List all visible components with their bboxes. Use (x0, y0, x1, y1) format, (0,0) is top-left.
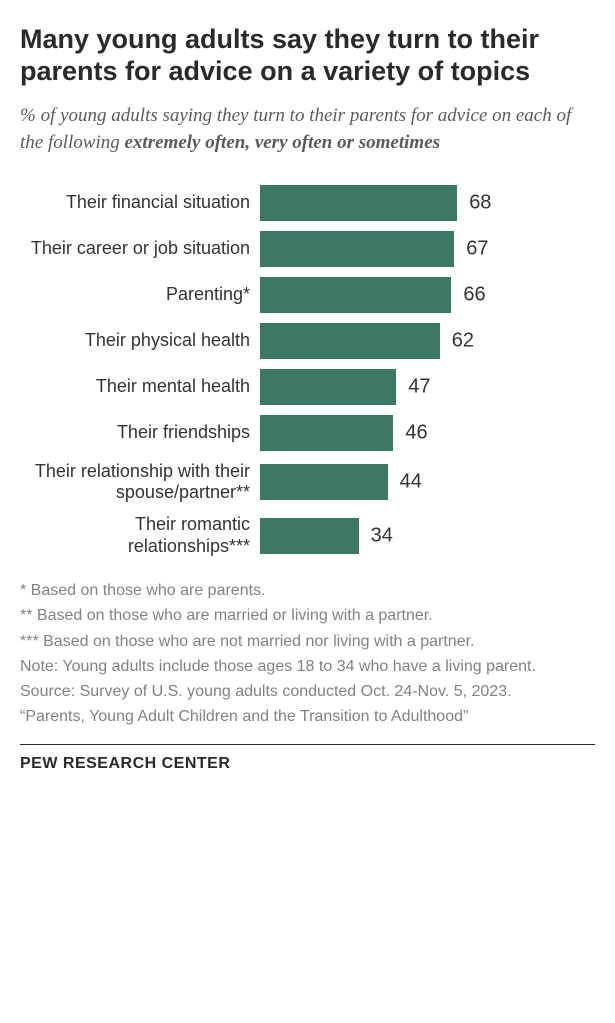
bar-track: 34 (260, 518, 550, 554)
bar-label: Their friendships (20, 422, 260, 444)
bar-fill (260, 185, 457, 221)
footnote-line: “Parents, Young Adult Children and the T… (20, 705, 595, 728)
chart-card: Many young adults say they turn to their… (0, 0, 615, 803)
bar-track: 66 (260, 277, 550, 313)
bar-track: 67 (260, 231, 550, 267)
bar-label: Their physical health (20, 330, 260, 352)
chart-row: Their career or job situation 67 (20, 231, 595, 267)
divider (20, 744, 595, 745)
chart-row: Their romantic relationships*** 34 (20, 514, 595, 557)
bar-fill (260, 415, 393, 451)
bar-value: 68 (469, 191, 491, 214)
chart-row: Their mental health 47 (20, 369, 595, 405)
bar-track: 44 (260, 464, 550, 500)
footnote-line: Source: Survey of U.S. young adults cond… (20, 680, 595, 703)
chart-row: Their physical health 62 (20, 323, 595, 359)
bar-chart: Their financial situation 68 Their career … (20, 185, 595, 557)
bar-fill (260, 518, 359, 554)
bar-value: 47 (408, 375, 430, 398)
footnote-line: Note: Young adults include those ages 18… (20, 655, 595, 678)
bar-label: Their relationship with their spouse/par… (20, 461, 260, 504)
footnotes: * Based on those who are parents.** Base… (20, 579, 595, 728)
bar-label: Parenting* (20, 284, 260, 306)
bar-fill (260, 231, 454, 267)
chart-row: Their relationship with their spouse/par… (20, 461, 595, 504)
bar-value: 66 (463, 283, 485, 306)
bar-label: Their romantic relationships*** (20, 514, 260, 557)
chart-row: Parenting* 66 (20, 277, 595, 313)
chart-row: Their financial situation 68 (20, 185, 595, 221)
bar-value: 62 (452, 329, 474, 352)
chart-row: Their friendships 46 (20, 415, 595, 451)
bar-fill (260, 323, 440, 359)
bar-track: 46 (260, 415, 550, 451)
bar-value: 44 (400, 471, 422, 494)
footnote-line: *** Based on those who are not married n… (20, 630, 595, 653)
chart-subtitle: % of young adults saying they turn to th… (20, 102, 595, 157)
source-logo: PEW RESEARCH CENTER (20, 755, 595, 773)
bar-value: 34 (371, 524, 393, 547)
bar-label: Their mental health (20, 376, 260, 398)
bar-fill (260, 277, 451, 313)
bar-fill (260, 464, 388, 500)
bar-label: Their career or job situation (20, 238, 260, 260)
bar-track: 62 (260, 323, 550, 359)
chart-title: Many young adults say they turn to their… (20, 24, 595, 88)
footnote-line: ** Based on those who are married or liv… (20, 604, 595, 627)
bar-value: 46 (405, 421, 427, 444)
subtitle-emphasis: extremely often, very often or sometimes (125, 132, 441, 153)
bar-track: 47 (260, 369, 550, 405)
footnote-line: * Based on those who are parents. (20, 579, 595, 602)
bar-track: 68 (260, 185, 550, 221)
bar-label: Their financial situation (20, 192, 260, 214)
bar-fill (260, 369, 396, 405)
bar-value: 67 (466, 237, 488, 260)
